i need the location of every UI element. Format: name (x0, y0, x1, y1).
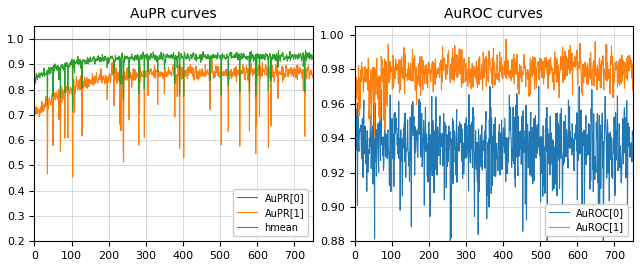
AuROC[0] (572, 137, 579, 140)
hmean (308, 57, 316, 60)
AuROC[0] (629, 133, 637, 136)
AuROC[1] (371, 136, 378, 140)
AuPR[0] (123, 37, 131, 40)
AuPR[1] (308, 76, 316, 79)
Line: AuPR[1]: AuPR[1] (35, 61, 312, 177)
AuROC[1] (443, 72, 451, 75)
AuROC[0] (443, 153, 451, 156)
AuPR[1] (156, 75, 163, 78)
hmean (84, 60, 92, 63)
Line: hmean: hmean (35, 50, 312, 111)
hmean (69, 110, 77, 113)
AuPR[1] (123, 72, 131, 76)
hmean (301, 49, 309, 52)
AuPR[0] (193, 37, 201, 40)
hmean (156, 54, 163, 57)
Title: AuROC curves: AuROC curves (444, 7, 543, 21)
hmean (251, 56, 259, 59)
Line: AuROC[0]: AuROC[0] (355, 87, 633, 241)
AuROC[1] (572, 65, 579, 69)
AuROC[1] (404, 73, 412, 76)
AuPR[0] (251, 37, 259, 40)
hmean (208, 58, 216, 61)
Legend: AuPR[0], AuPR[1], hmean: AuPR[0], AuPR[1], hmean (234, 189, 308, 236)
hmean (31, 78, 38, 81)
Line: AuROC[1]: AuROC[1] (355, 39, 633, 138)
AuPR[1] (208, 59, 216, 62)
AuROC[0] (447, 240, 454, 243)
AuROC[0] (514, 174, 522, 177)
Title: AuPR curves: AuPR curves (131, 7, 217, 21)
AuPR[1] (209, 66, 216, 69)
AuPR[0] (308, 37, 316, 40)
AuPR[0] (31, 37, 38, 40)
AuROC[1] (529, 75, 536, 78)
AuROC[0] (486, 85, 494, 88)
AuPR[1] (69, 175, 77, 178)
AuROC[0] (476, 190, 483, 193)
AuPR[1] (252, 72, 259, 76)
hmean (194, 57, 202, 60)
AuROC[1] (502, 38, 510, 41)
Legend: AuROC[0], AuROC[1]: AuROC[0], AuROC[1] (545, 204, 628, 236)
AuROC[0] (529, 126, 536, 129)
hmean (123, 56, 131, 59)
AuROC[1] (629, 89, 637, 92)
AuPR[0] (155, 37, 163, 40)
AuROC[1] (351, 87, 358, 90)
AuROC[1] (514, 70, 522, 73)
AuPR[1] (194, 71, 202, 74)
AuROC[0] (404, 118, 412, 121)
AuPR[0] (208, 37, 216, 40)
AuPR[0] (84, 37, 92, 40)
AuROC[0] (351, 118, 358, 121)
AuPR[1] (31, 111, 38, 114)
AuPR[1] (84, 79, 92, 83)
AuROC[1] (476, 63, 483, 66)
